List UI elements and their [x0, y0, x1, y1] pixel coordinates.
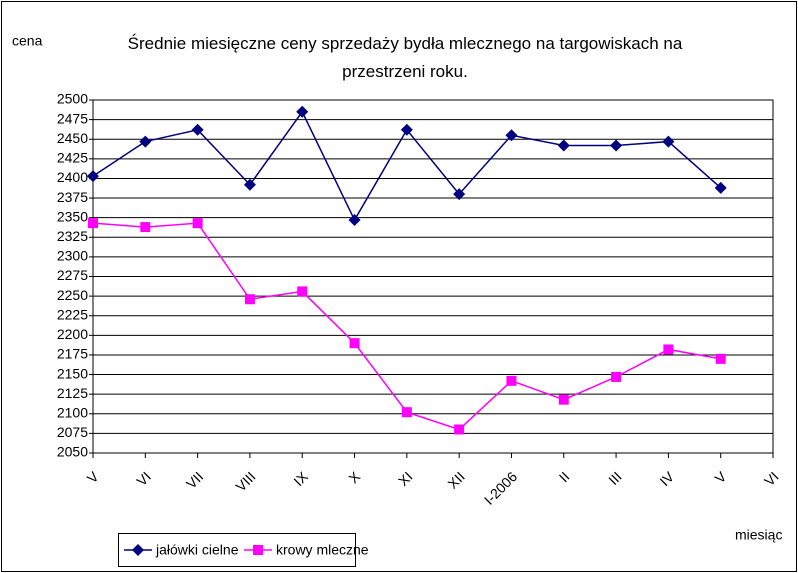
marker: [610, 139, 623, 152]
y-tick-label: 2225: [57, 306, 88, 322]
marker: [297, 286, 308, 297]
chart-title: Średnie miesięczne ceny sprzedaży bydła …: [127, 34, 683, 81]
legend-label: jałówki cielne: [155, 542, 239, 558]
marker: [191, 123, 204, 136]
y-tick-label: 2450: [57, 130, 88, 146]
marker: [349, 338, 360, 349]
marker: [192, 218, 203, 229]
y-tick-label: 2250: [57, 287, 88, 303]
x-tick-label: I-2006: [481, 468, 521, 508]
marker: [505, 129, 518, 142]
marker: [557, 139, 570, 152]
y-tick-label: 2325: [57, 228, 88, 244]
marker: [139, 135, 152, 148]
marker: [663, 344, 674, 355]
plot-border: [92, 99, 774, 454]
x-tick-label: V: [84, 468, 102, 486]
marker: [87, 170, 99, 183]
y-tick-label: 2175: [57, 346, 88, 362]
x-tick-label: XII: [444, 468, 467, 491]
y-tick-label: 2500: [57, 91, 88, 107]
marker: [253, 545, 263, 555]
y-tick-label: 2400: [57, 169, 88, 185]
y-tick-label: 2300: [57, 248, 88, 264]
marker: [611, 371, 622, 382]
y-tick-label: 2275: [57, 267, 88, 283]
marker: [715, 353, 726, 364]
marker: [714, 181, 727, 194]
y-tick-label: 2425: [57, 150, 88, 166]
series-line: [92, 222, 721, 431]
y-tick-label: 2375: [57, 189, 88, 205]
y-tick-label: 2050: [57, 444, 88, 460]
marker: [132, 544, 144, 556]
y-tick-label: 2150: [57, 365, 88, 381]
marker: [140, 222, 151, 233]
x-tick-label: X: [345, 468, 363, 486]
x-tick-label: III: [605, 468, 625, 488]
marker: [453, 188, 466, 201]
y-tick-label: 2350: [57, 208, 88, 224]
x-tick-label: VI: [761, 468, 782, 489]
x-axis-label: miesiąc: [735, 527, 782, 543]
x-tick-label: VI: [133, 468, 154, 489]
y-tick-label: 2100: [57, 404, 88, 420]
y-tick-label: 2200: [57, 326, 88, 342]
y-tick-label: 2125: [57, 385, 88, 401]
marker: [662, 135, 675, 148]
y-axis-label: cena: [12, 33, 43, 49]
x-tick-label: IX: [290, 468, 311, 489]
legend-label: krowy mleczne: [276, 542, 369, 558]
marker: [244, 294, 255, 305]
x-tick-label: VII: [183, 468, 206, 491]
marker: [88, 218, 98, 229]
marker: [348, 214, 361, 227]
x-tick-label: II: [556, 468, 573, 485]
x-tick-label: V: [712, 468, 730, 486]
marker: [401, 407, 412, 418]
x-tick-label: XI: [395, 468, 416, 489]
marker: [243, 178, 256, 191]
marker: [400, 123, 413, 136]
marker: [296, 105, 309, 118]
marker: [558, 394, 569, 405]
marker: [506, 375, 517, 386]
y-tick-label: 2075: [57, 424, 88, 440]
y-tick-label: 2475: [57, 110, 88, 126]
legend-box: [118, 533, 356, 567]
x-tick-label: IV: [656, 468, 677, 489]
marker: [454, 424, 465, 435]
x-tick-label: VIII: [232, 468, 258, 494]
